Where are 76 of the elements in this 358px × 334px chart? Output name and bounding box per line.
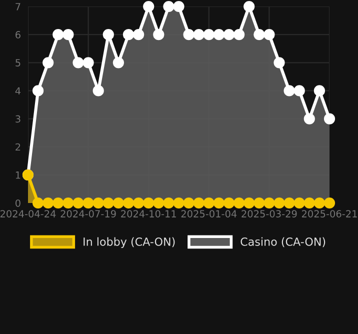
x-tick-label: 2025-06-21 bbox=[302, 210, 357, 218]
point bbox=[324, 113, 336, 124]
point bbox=[42, 197, 54, 209]
point bbox=[82, 197, 94, 209]
point bbox=[213, 29, 225, 40]
point bbox=[314, 197, 326, 209]
y-tick-label: 5 bbox=[16, 59, 20, 66]
point bbox=[52, 197, 64, 209]
point bbox=[62, 29, 74, 40]
point bbox=[72, 57, 84, 68]
x-tick-label: 2024-10-11 bbox=[121, 210, 176, 218]
point bbox=[183, 197, 194, 209]
point bbox=[173, 197, 184, 209]
point bbox=[314, 85, 326, 96]
point bbox=[173, 0, 184, 12]
point bbox=[294, 85, 305, 96]
point bbox=[32, 85, 44, 96]
point bbox=[153, 29, 164, 40]
point bbox=[62, 197, 74, 209]
y-tick-label: 6 bbox=[16, 31, 20, 38]
y-tick-label: 4 bbox=[15, 87, 21, 94]
point bbox=[183, 29, 194, 40]
point bbox=[82, 57, 94, 68]
point bbox=[274, 57, 285, 68]
y-tick-label: 3 bbox=[16, 115, 20, 123]
point bbox=[203, 29, 214, 40]
point bbox=[193, 197, 204, 209]
point bbox=[42, 57, 54, 68]
point bbox=[132, 29, 144, 40]
point bbox=[284, 197, 295, 209]
point bbox=[112, 197, 124, 209]
point bbox=[233, 29, 245, 40]
point bbox=[92, 197, 104, 209]
point bbox=[163, 0, 174, 12]
point bbox=[143, 197, 154, 209]
y-tick-label: 0 bbox=[16, 199, 20, 207]
point bbox=[112, 57, 124, 68]
point bbox=[203, 197, 214, 209]
point bbox=[264, 29, 275, 40]
point bbox=[143, 0, 154, 12]
point bbox=[324, 197, 336, 209]
point bbox=[244, 0, 255, 12]
point bbox=[233, 197, 245, 209]
point bbox=[102, 197, 114, 209]
point bbox=[72, 197, 84, 209]
point bbox=[153, 197, 164, 209]
point bbox=[254, 197, 265, 209]
point bbox=[304, 113, 315, 124]
point bbox=[213, 197, 225, 209]
point bbox=[52, 29, 64, 40]
x-tick-label: 2024-07-19 bbox=[60, 210, 116, 218]
point bbox=[254, 29, 265, 40]
x-tick-label: 2025-01-04 bbox=[181, 210, 237, 218]
point bbox=[284, 85, 295, 96]
point bbox=[163, 197, 174, 209]
point bbox=[122, 29, 134, 40]
point bbox=[102, 29, 114, 40]
y-tick-label: 1 bbox=[16, 172, 20, 179]
y-tick-label: 2 bbox=[16, 143, 20, 151]
point bbox=[223, 29, 235, 40]
legend-label: In lobby (CA-ON) bbox=[84, 237, 175, 248]
point bbox=[32, 197, 44, 209]
point bbox=[132, 197, 144, 209]
x-tick-label: 2024-04-24 bbox=[0, 210, 56, 218]
point bbox=[223, 197, 235, 209]
legend-label: Casino (CA-ON) bbox=[240, 237, 326, 248]
point bbox=[244, 197, 255, 209]
point bbox=[274, 197, 285, 209]
point bbox=[304, 197, 315, 209]
point bbox=[193, 29, 204, 40]
x-tick-label: 2025-03-29 bbox=[242, 210, 297, 218]
y-tick-label: 7 bbox=[16, 3, 20, 10]
point bbox=[264, 197, 275, 209]
point bbox=[294, 197, 305, 209]
point bbox=[92, 85, 104, 96]
point bbox=[122, 197, 134, 209]
